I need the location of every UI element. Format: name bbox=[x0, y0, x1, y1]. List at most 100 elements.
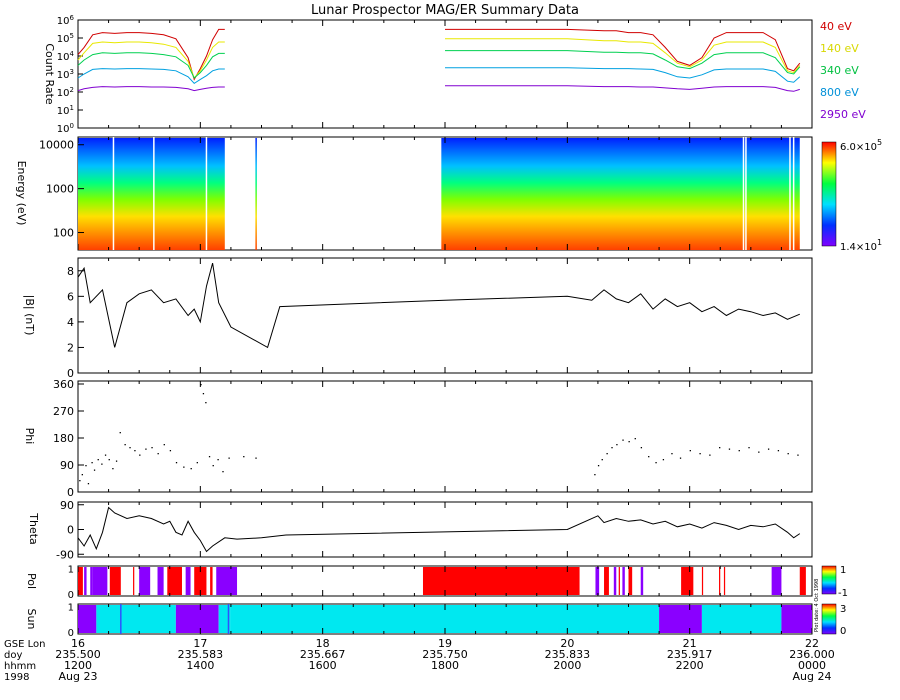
pol-segment bbox=[167, 567, 182, 595]
xrow-label-gselon: GSE Lon bbox=[4, 639, 45, 650]
phi-point bbox=[777, 450, 780, 452]
phi-point bbox=[134, 450, 136, 452]
pol-segment bbox=[719, 567, 721, 595]
phi-ytick-label: 180 bbox=[53, 432, 74, 445]
phi-ytick-label: 270 bbox=[53, 405, 74, 418]
b-ytick-label: 6 bbox=[67, 290, 74, 303]
phi-point bbox=[212, 465, 214, 467]
phi-point bbox=[157, 453, 159, 455]
x-label-doy: 235.750 bbox=[422, 648, 468, 661]
phi-point bbox=[175, 462, 178, 464]
count-rate-series-line bbox=[77, 67, 801, 85]
x-label-hhmm: 1800 bbox=[431, 659, 459, 672]
pol-segment bbox=[613, 567, 617, 595]
pol-segment bbox=[216, 567, 238, 595]
sun-segment bbox=[781, 605, 812, 633]
energy-ytick-label: 1000 bbox=[46, 183, 74, 196]
phi-point bbox=[594, 474, 596, 476]
pol-segment bbox=[618, 567, 620, 595]
pol-segment bbox=[92, 567, 108, 595]
plot-date-text: Plot date: 4 Oct 1998 bbox=[814, 579, 820, 632]
phi-point bbox=[679, 457, 682, 459]
sun-segment bbox=[96, 605, 176, 633]
phi-point bbox=[101, 463, 103, 465]
phi-point bbox=[108, 459, 110, 461]
pol-segment bbox=[139, 567, 151, 595]
phi-ytick-label: 360 bbox=[53, 378, 74, 391]
x-label-hhmm: 2200 bbox=[676, 659, 704, 672]
phi-point bbox=[648, 456, 650, 458]
phi-point bbox=[611, 447, 613, 449]
spectrogram-interval bbox=[78, 138, 225, 250]
legend-800ev: 800 eV bbox=[820, 86, 859, 99]
pol-ytick-label: 1 bbox=[68, 565, 74, 576]
phi-point bbox=[151, 447, 153, 449]
x-label-hhmm: 1400 bbox=[186, 659, 214, 672]
count-rate-series-line bbox=[77, 85, 800, 92]
phi-point bbox=[87, 483, 90, 485]
sun-segment bbox=[78, 605, 97, 633]
spectrogram-interval bbox=[441, 138, 800, 250]
legend-2950ev: 2950 eV bbox=[820, 108, 866, 121]
pol-colorbar-min: -1 bbox=[838, 588, 848, 599]
pol-segment bbox=[90, 567, 93, 595]
count-rate-ytick-label: 102 bbox=[57, 86, 74, 99]
phi-point bbox=[104, 454, 107, 456]
phi-point bbox=[97, 459, 99, 461]
theta-ytick-label: 0 bbox=[67, 524, 74, 537]
phi-point bbox=[112, 468, 114, 470]
phi-frame bbox=[77, 380, 813, 493]
phi-point bbox=[85, 465, 87, 467]
x-label-date: Aug 23 bbox=[59, 670, 98, 683]
phi-point bbox=[79, 480, 81, 482]
phi-point bbox=[208, 456, 211, 458]
theta-ytick-label: -90 bbox=[56, 548, 74, 561]
phi-point bbox=[616, 444, 618, 446]
phi-ytick-label: 0 bbox=[67, 486, 74, 499]
x-label-doy: 235.583 bbox=[178, 648, 224, 661]
sun-segment bbox=[175, 605, 219, 633]
phi-point bbox=[119, 432, 121, 434]
pol-segment bbox=[194, 567, 207, 595]
phi-point bbox=[634, 438, 636, 440]
phi-point bbox=[145, 448, 147, 450]
x-label-doy: 236.000 bbox=[789, 648, 835, 661]
phi-point bbox=[202, 393, 205, 395]
x-label-doy: 235.917 bbox=[667, 648, 713, 661]
theta-ylabel: Theta bbox=[27, 512, 40, 545]
figure-title: Lunar Prospector MAG/ER Summary Data bbox=[311, 3, 579, 18]
b-ytick-label: 8 bbox=[67, 265, 74, 278]
sun-segment bbox=[701, 605, 782, 633]
x-label-gselon: 22 bbox=[805, 637, 819, 650]
sun-colorbar-min: 0 bbox=[840, 626, 846, 637]
count-rate-ytick-label: 100 bbox=[57, 122, 74, 135]
phi-point bbox=[601, 459, 603, 461]
phi-point bbox=[124, 444, 126, 446]
phi-point bbox=[758, 451, 760, 453]
xrow-label-doy: doy bbox=[4, 650, 22, 661]
phi-point bbox=[748, 447, 750, 449]
x-label-hhmm: 0000 bbox=[798, 659, 826, 672]
xrow-label-year: 1998 bbox=[4, 672, 29, 683]
count-rate-ytick-label: 103 bbox=[57, 68, 74, 81]
sun-segment bbox=[659, 605, 702, 633]
pol-segment bbox=[771, 567, 782, 595]
count-rate-ytick-label: 101 bbox=[57, 104, 74, 117]
phi-point bbox=[689, 450, 691, 452]
count-rate-ylabel: Count Rate bbox=[43, 43, 56, 105]
phi-point bbox=[228, 457, 230, 459]
spectrogram-interval bbox=[255, 138, 257, 250]
phi-ylabel: Phi bbox=[23, 428, 36, 445]
x-label-hhmm: 1200 bbox=[64, 659, 92, 672]
legend-340ev: 340 eV bbox=[820, 64, 859, 77]
phi-ytick-label: 90 bbox=[60, 459, 74, 472]
chart-marks: 1001011021031041051061001000100000246809… bbox=[39, 14, 835, 683]
phi-point bbox=[115, 460, 118, 462]
x-label-gselon: 16 bbox=[71, 637, 85, 650]
phi-point bbox=[597, 465, 600, 467]
phi-point bbox=[139, 454, 141, 456]
phi-point bbox=[671, 453, 673, 455]
b-magnitude-line bbox=[77, 262, 800, 349]
phi-point bbox=[719, 447, 721, 449]
